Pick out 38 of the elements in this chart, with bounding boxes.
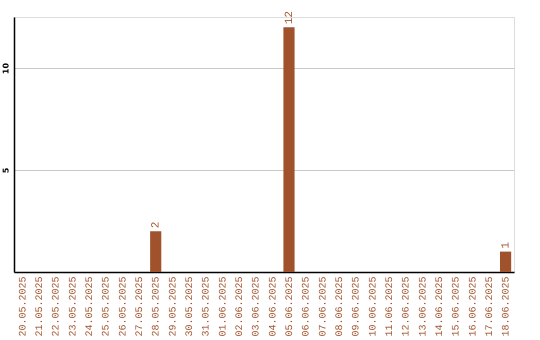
y-tick-label: 10 — [2, 62, 10, 74]
x-tick-label: 13.06.2025 — [418, 276, 430, 337]
x-tick-label: 09.06.2025 — [352, 276, 363, 337]
x-tick-label: 28.05.2025 — [152, 276, 163, 337]
data-label: 12 — [284, 10, 296, 24]
x-tick-label: 22.05.2025 — [52, 276, 63, 337]
x-tick-label: 26.05.2025 — [118, 276, 130, 337]
x-tick-label: 18.06.2025 — [502, 276, 513, 337]
x-tick-label: 05.06.2025 — [284, 276, 296, 337]
x-tick-label: 24.05.2025 — [85, 276, 96, 337]
x-tick-label: 16.06.2025 — [468, 276, 480, 337]
x-tick-label: 15.06.2025 — [452, 276, 463, 337]
x-tick-label: 31.05.2025 — [202, 276, 213, 337]
x-tick-label: 11.06.2025 — [384, 276, 396, 337]
x-tick-label: 12.06.2025 — [402, 276, 413, 337]
x-tick-label: 25.05.2025 — [102, 276, 113, 337]
x-tick-label: 21.05.2025 — [35, 276, 46, 337]
x-tick-label: 04.06.2025 — [268, 276, 280, 337]
x-tick-label: 02.06.2025 — [235, 276, 246, 337]
x-tick-label: 01.06.2025 — [218, 276, 230, 337]
x-tick-label: 23.05.2025 — [68, 276, 80, 337]
x-tick-label: 27.05.2025 — [135, 276, 146, 337]
bar — [283, 27, 295, 272]
x-tick-label: 20.05.2025 — [18, 276, 30, 337]
data-label: 1 — [500, 242, 513, 249]
x-tick-label: 17.06.2025 — [484, 276, 496, 337]
x-tick-label: 08.06.2025 — [334, 276, 346, 337]
x-tick-label: 30.05.2025 — [185, 276, 196, 337]
x-tick-label: 06.06.2025 — [302, 276, 313, 337]
x-tick-label: 29.05.2025 — [168, 276, 180, 337]
x-tick-label: 14.06.2025 — [434, 276, 446, 337]
x-tick-label: 07.06.2025 — [318, 276, 330, 337]
x-tick-label: 10.06.2025 — [368, 276, 380, 337]
data-label: 2 — [150, 222, 163, 228]
y-tick-label: 5 — [2, 167, 10, 174]
bar — [150, 231, 162, 272]
x-tick-label: 03.06.2025 — [252, 276, 263, 337]
bar — [500, 252, 512, 272]
